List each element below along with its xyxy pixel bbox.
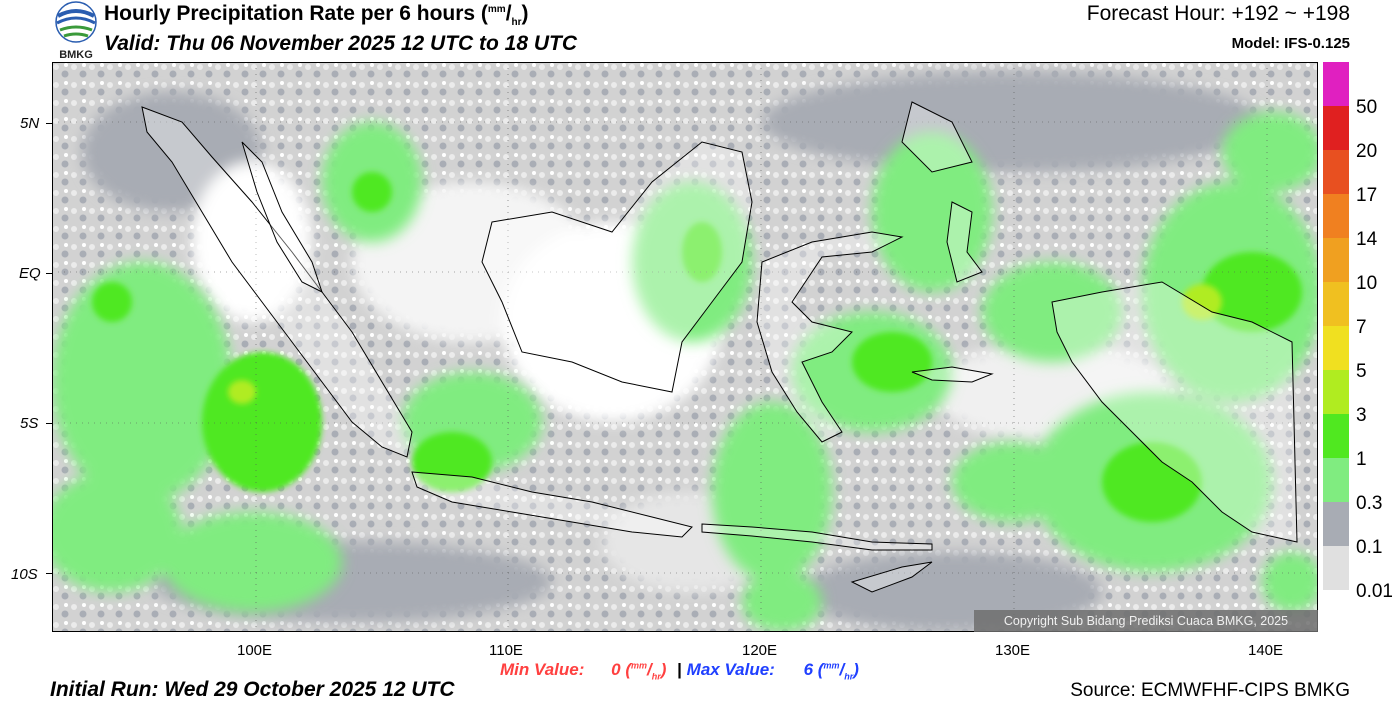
- colorbar-swatch: [1323, 106, 1349, 150]
- nusa-tenggara-coast: [701, 523, 933, 551]
- timor-coast: [850, 561, 933, 593]
- forecast-hour: Forecast Hour: +192 ~ +198: [1086, 2, 1350, 25]
- tick-mark: [46, 273, 52, 274]
- colorbar-swatch: [1323, 282, 1349, 326]
- colorbar-swatch: [1323, 238, 1349, 282]
- tick-mark: [46, 423, 52, 424]
- min-max-values: Min Value: 0 (mm/hr) | Max Value: 6 (mm/…: [500, 660, 859, 681]
- borneo-coast: [481, 141, 753, 393]
- tick-mark: [46, 573, 52, 574]
- sumatra-coast: [141, 106, 413, 458]
- colorbar: [1323, 62, 1349, 590]
- lat-label-eq: EQ: [19, 265, 41, 282]
- min-value: 0: [611, 660, 621, 679]
- min-label: Min Value:: [500, 660, 585, 679]
- tick-mark: [46, 123, 52, 124]
- colorbar-label: 5: [1356, 361, 1367, 382]
- colorbar-swatch: [1323, 458, 1349, 502]
- colorbar-label: 0.3: [1356, 493, 1383, 514]
- colorbar-label: 3: [1356, 405, 1367, 426]
- lon-label-110e: 110E: [489, 642, 523, 659]
- colorbar-label: 20: [1356, 141, 1378, 162]
- lat-label-5s: 5S: [20, 415, 39, 432]
- lat-label-5n: 5N: [20, 115, 40, 132]
- colorbar-swatch: [1323, 502, 1349, 546]
- bmkg-logo: BMKG: [50, 0, 102, 61]
- colorbar-label: 14: [1356, 229, 1378, 250]
- precipitation-map: [42, 62, 1322, 632]
- java-coast: [411, 471, 693, 538]
- logo-text: BMKG: [59, 49, 93, 60]
- min-unit: (mm/hr): [625, 660, 667, 682]
- malay-peninsula-coast: [241, 141, 323, 293]
- coastlines: [141, 101, 1298, 593]
- colorbar-swatch: [1323, 414, 1349, 458]
- colorbar-label: 1: [1356, 449, 1367, 470]
- colorbar-label: 7: [1356, 317, 1367, 338]
- colorbar-label: 0.1: [1356, 537, 1383, 558]
- seram-coast: [911, 366, 994, 383]
- colorbar-label: 50: [1356, 97, 1378, 118]
- model-name: Model: IFS-0.125: [1231, 35, 1350, 52]
- initial-run: Initial Run: Wed 29 October 2025 12 UTC: [50, 678, 455, 701]
- lon-label-140e: 140E: [1248, 642, 1284, 659]
- lon-label-130e: 130E: [995, 642, 1031, 659]
- max-label: Max Value:: [686, 660, 775, 679]
- valid-period: Valid: Thu 06 November 2025 12 UTC to 18…: [104, 32, 578, 55]
- new-guinea-coast: [1051, 281, 1298, 543]
- map-frame: [52, 62, 1318, 632]
- very-heavy-rain-field: [228, 284, 1222, 404]
- colorbar-swatch: [1323, 62, 1349, 106]
- colorbar-swatch: [1323, 326, 1349, 370]
- data-source: Source: ECMWFHF-CIPS BMKG: [1070, 680, 1350, 701]
- colorbar-swatch: [1323, 370, 1349, 414]
- colorbar-swatch: [1323, 194, 1349, 238]
- colorbar-label: 17: [1356, 185, 1378, 206]
- copyright-banner: Copyright Sub Bidang Prediksi Cuaca BMKG…: [974, 610, 1318, 632]
- lon-label-100e: 100E: [237, 642, 273, 659]
- lon-label-120e: 120E: [742, 642, 778, 659]
- philippines-coast: [901, 101, 973, 173]
- colorbar-swatch: [1323, 150, 1349, 194]
- max-unit: (mm/hr): [817, 660, 859, 682]
- colorbar-label: 0.01: [1356, 581, 1393, 602]
- chart-title: Hourly Precipitation Rate per 6 hours (m…: [104, 2, 529, 29]
- stats-separator: |: [677, 660, 682, 679]
- sulawesi-coast: [756, 231, 904, 443]
- colorbar-swatch: [1323, 546, 1349, 590]
- colorbar-label: 10: [1356, 273, 1378, 294]
- halmahera-coast: [946, 201, 983, 283]
- lat-label-10s: 10S: [11, 566, 38, 583]
- max-value: 6: [803, 660, 814, 679]
